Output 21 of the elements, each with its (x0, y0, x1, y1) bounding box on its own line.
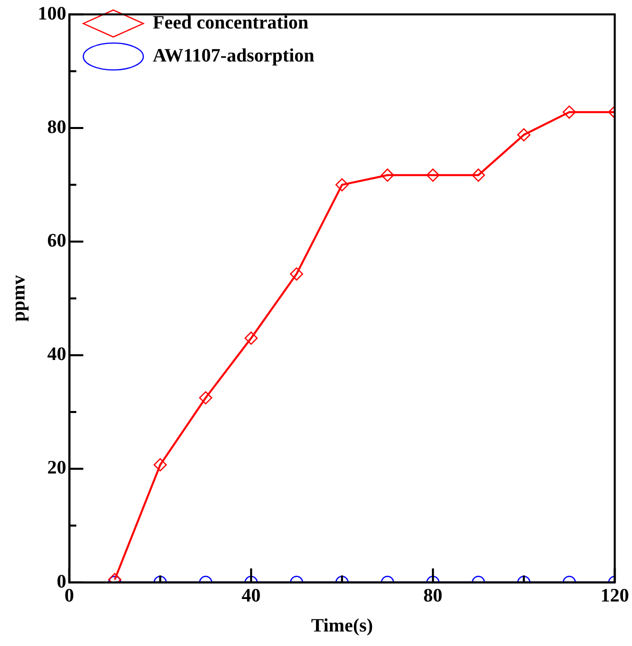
x-tick-label: 80 (423, 586, 442, 607)
point (335, 178, 349, 192)
point (562, 105, 576, 119)
y-tick-label: 100 (38, 3, 66, 24)
y-tick-label: 80 (47, 116, 66, 138)
x-axis-title: Time(s) (311, 616, 373, 637)
y-tick-label: 40 (47, 344, 66, 366)
point (472, 168, 485, 182)
y-axis-title: ppmv (8, 274, 30, 322)
y-tick-label: 20 (47, 458, 66, 479)
legend-label: Feed concentration (152, 12, 309, 34)
y-tick-label: 0 (56, 571, 66, 592)
point (244, 332, 258, 345)
x-tick-label: 120 (600, 586, 629, 607)
point (426, 168, 440, 182)
point (290, 267, 304, 281)
point (517, 128, 530, 142)
x-tick-label: 40 (242, 586, 261, 607)
legend-label: AW1107-adsorption (152, 45, 315, 66)
point (380, 168, 394, 182)
y-tick-label: 60 (47, 230, 66, 252)
